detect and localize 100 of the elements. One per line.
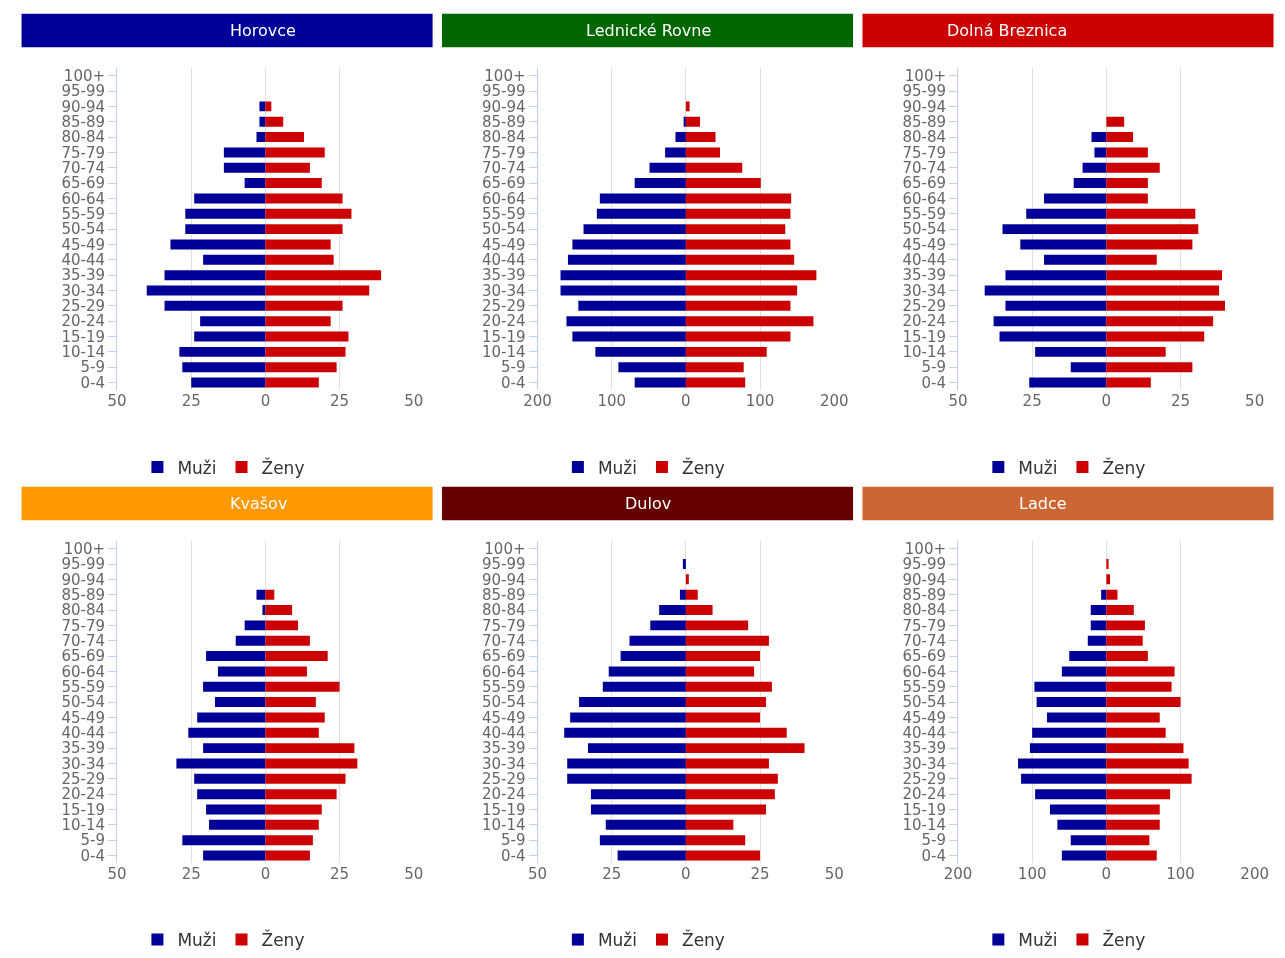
x-tick-label: 25: [330, 392, 350, 411]
bar: [1106, 559, 1109, 569]
bar: [685, 147, 720, 158]
bar: [564, 727, 686, 738]
y-tick-label: 70-74: [902, 159, 947, 177]
bar: [596, 208, 686, 219]
bar: [1106, 835, 1150, 846]
bar: [1106, 743, 1184, 754]
bar: [1021, 773, 1107, 784]
bar: [1061, 850, 1107, 861]
y-tick-label: 70-74: [61, 159, 106, 177]
bar: [214, 697, 266, 708]
bar: [1106, 574, 1111, 585]
legend-label: Muži: [177, 457, 217, 478]
bar: [265, 835, 313, 846]
bar: [1057, 819, 1107, 830]
bar: [685, 620, 749, 631]
bar: [1069, 651, 1107, 662]
bar: [265, 666, 307, 677]
x-tick-label: 100: [1017, 865, 1047, 884]
bar: [683, 116, 686, 127]
bar: [685, 270, 817, 281]
y-tick-label: 100+: [904, 66, 947, 85]
bar: [634, 178, 686, 189]
bar: [179, 346, 266, 357]
x-tick-label: 200: [819, 392, 849, 411]
bar: [1106, 193, 1148, 204]
bar: [1044, 254, 1107, 265]
bar: [675, 132, 686, 143]
bar: [1070, 835, 1107, 846]
bar: [685, 773, 778, 784]
bar: [209, 819, 266, 830]
legend-label: Muži: [597, 457, 637, 478]
bar: [265, 773, 346, 784]
bar: [1035, 789, 1107, 800]
bar: [256, 132, 266, 143]
bar: [567, 758, 686, 769]
bar: [1106, 254, 1157, 265]
bar: [685, 116, 700, 127]
bar: [1002, 224, 1107, 235]
bar: [587, 743, 686, 754]
y-tick-label: 100+: [484, 539, 526, 558]
bar: [1106, 346, 1166, 357]
bar: [259, 116, 266, 127]
bar: [1106, 116, 1125, 127]
bar: [1106, 635, 1143, 646]
x-tick-label: 50: [404, 392, 424, 411]
bar: [685, 789, 775, 800]
legend-label: Ženy: [681, 929, 725, 951]
chart-title: Dulov: [625, 494, 672, 513]
bar: [265, 224, 343, 235]
legend-label: Ženy: [1102, 929, 1146, 951]
bar: [265, 178, 322, 189]
bar: [1106, 270, 1223, 281]
bar: [560, 270, 686, 281]
bar: [620, 651, 686, 662]
bar: [1044, 193, 1107, 204]
bar: [685, 162, 743, 173]
bar: [1029, 377, 1107, 388]
bar: [685, 589, 698, 600]
bar: [1036, 697, 1107, 708]
bar: [1029, 743, 1107, 754]
legend-label: Muži: [177, 930, 217, 951]
bar: [1018, 758, 1107, 769]
bar: [265, 362, 337, 373]
bar: [256, 589, 266, 600]
bar: [223, 147, 266, 158]
bar: [1106, 758, 1189, 769]
bar: [567, 254, 686, 265]
y-tick-label: 70-74: [481, 159, 526, 177]
bar: [194, 773, 266, 784]
bar: [1035, 346, 1107, 357]
x-tick-label: 50: [527, 865, 548, 884]
bar: [685, 285, 798, 296]
bar: [1106, 589, 1118, 600]
x-tick-label: 50: [107, 392, 127, 411]
bar: [567, 773, 686, 784]
bar: [659, 605, 686, 616]
legend-label: Ženy: [261, 929, 305, 951]
bar: [182, 835, 266, 846]
bar: [1032, 727, 1107, 738]
bar: [203, 254, 266, 265]
x-tick-label: 200: [1240, 865, 1269, 884]
bar: [1005, 270, 1107, 281]
bar: [265, 270, 382, 281]
bar: [1106, 224, 1199, 235]
bar: [206, 651, 266, 662]
bar: [1106, 773, 1192, 784]
bar: [206, 804, 266, 815]
bar: [197, 712, 266, 723]
x-tick-label: 25: [330, 865, 350, 884]
bar: [265, 589, 275, 600]
bar: [1106, 147, 1148, 158]
bar: [1070, 362, 1107, 373]
bar: [1020, 239, 1107, 250]
bar: [578, 300, 686, 311]
bar: [265, 193, 343, 204]
bar: [265, 605, 293, 616]
bar: [1082, 162, 1107, 173]
bar: [194, 193, 266, 204]
